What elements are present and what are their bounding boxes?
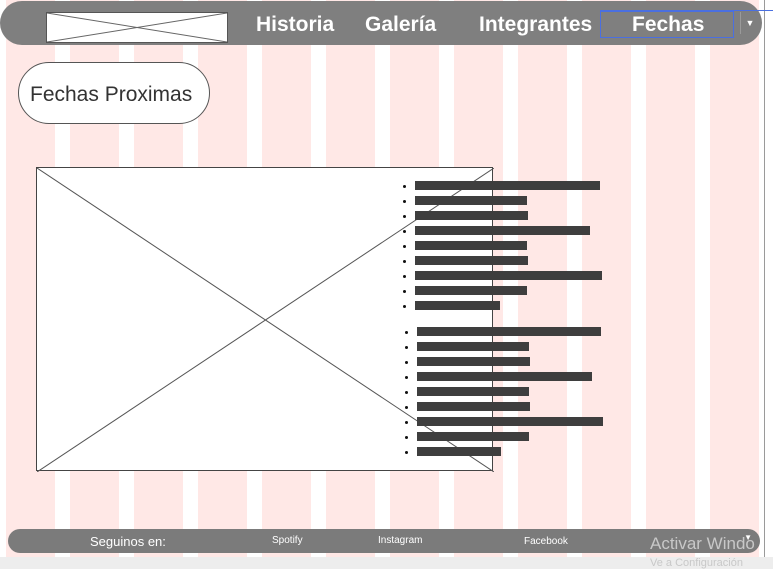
nav-fechas[interactable]: Fechas (600, 11, 734, 38)
follow-label: Seguinos en: (90, 534, 166, 549)
logo-placeholder[interactable] (46, 12, 228, 43)
activation-watermark-subtitle: Ve a Configuración (650, 557, 743, 569)
right-edge-line (764, 0, 765, 569)
right-edge-strip (762, 0, 773, 569)
nav-galeria[interactable]: Galería (365, 13, 437, 36)
caret-down-icon[interactable]: ▼ (740, 12, 759, 34)
header-nav-bar: Historia Galería Integrantes Fechas ▼ (0, 1, 762, 45)
nav-historia[interactable]: Historia (256, 13, 335, 36)
nav-integrantes[interactable]: Integrantes (479, 13, 593, 36)
nav-fechas-label: Fechas (632, 13, 705, 36)
image-placeholder-icon (47, 13, 227, 42)
spotify-link[interactable]: Spotify (272, 535, 303, 546)
section-title: Fechas Proximas (30, 83, 193, 106)
bottom-strip (0, 557, 773, 569)
instagram-link[interactable]: Instagram (378, 535, 423, 546)
caret-down-icon[interactable]: ▼ (744, 533, 752, 542)
selection-guide-line (600, 10, 773, 11)
facebook-link[interactable]: Facebook (524, 536, 568, 547)
footer-bar: Seguinos en: Spotify Instagram Facebook … (8, 529, 760, 553)
activation-watermark: Activar Windo (650, 534, 755, 553)
section-title-pill: Fechas Proximas (18, 62, 210, 124)
